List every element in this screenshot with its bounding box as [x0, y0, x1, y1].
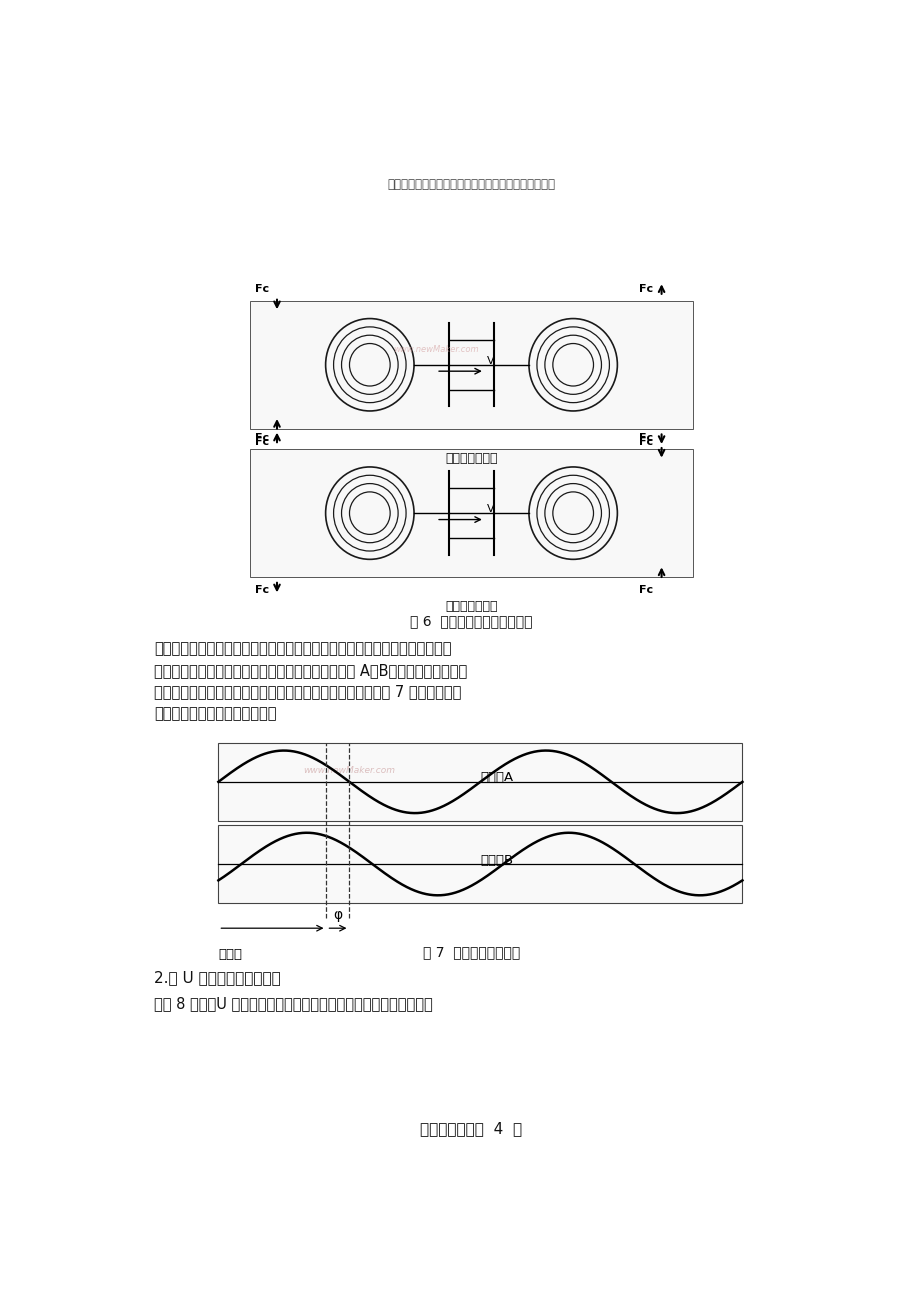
Text: Fc: Fc — [255, 585, 268, 595]
Text: Fc: Fc — [639, 585, 652, 595]
Text: 测量管向内运动: 测量管向内运动 — [445, 452, 497, 465]
Text: V: V — [486, 504, 494, 514]
Text: 传感器B: 传感器B — [480, 854, 513, 867]
Text: 如图 8 所示，U 形管为单、双丈量管两种结构，单丈量管型工作原理: 如图 8 所示，U 形管为单、双丈量管两种结构，单丈量管型工作原理 — [154, 996, 433, 1012]
Bar — [250, 449, 692, 577]
Text: Fc: Fc — [255, 432, 268, 443]
Text: 图 6  作用在丈量管上的科氏力: 图 6 作用在丈量管上的科氏力 — [410, 615, 532, 629]
Text: www.newMaker.com: www.newMaker.com — [303, 766, 395, 775]
Text: 图 7  位移传感器的输出: 图 7 位移传感器的输出 — [423, 945, 519, 960]
Bar — [250, 301, 692, 428]
Bar — [218, 825, 742, 904]
Text: www.newMaker.com: www.newMaker.com — [393, 345, 479, 354]
Text: 传感器A: 传感器A — [480, 771, 513, 784]
Bar — [218, 742, 742, 822]
Text: 的丈量管相对位置的变化，通常转化为测两点的相位差，如图 7 所示。这个相: 的丈量管相对位置的变化，通常转化为测两点的相位差，如图 7 所示。这个相 — [154, 685, 461, 699]
Text: Fc: Fc — [255, 284, 268, 294]
Text: V: V — [486, 355, 494, 366]
Text: 在两根丈量管上，通过安装在丈量管上的位移创按其 A、B，测出由科氏力引起: 在两根丈量管上，通过安装在丈量管上的位移创按其 A、B，测出由科氏力引起 — [154, 663, 467, 678]
Text: Fc: Fc — [639, 432, 652, 443]
Text: 相位差: 相位差 — [218, 948, 242, 961]
Text: 位差的大小与质量流量成正比。: 位差的大小与质量流量成正比。 — [154, 706, 277, 721]
Text: Fc: Fc — [639, 284, 652, 294]
Text: 测量管向内运动: 测量管向内运动 — [445, 600, 497, 613]
Text: 精品文档，仅供学习与交流，如有侵权请联系网站删除: 精品文档，仅供学习与交流，如有侵权请联系网站删除 — [387, 178, 555, 191]
Text: Fc: Fc — [255, 436, 268, 447]
Text: 《精品文档》第  4  页: 《精品文档》第 4 页 — [420, 1121, 522, 1137]
Text: 随着振荡运动的进行，丈量管被周期性地分开、靠拂，科氏力也周期性地作用: 随着振荡运动的进行，丈量管被周期性地分开、靠拂，科氏力也周期性地作用 — [154, 642, 451, 656]
Text: 2.　 U 形丈量管质量流量计: 2. U 形丈量管质量流量计 — [154, 970, 280, 986]
Text: Fc: Fc — [639, 436, 652, 447]
Text: φ: φ — [333, 909, 342, 922]
